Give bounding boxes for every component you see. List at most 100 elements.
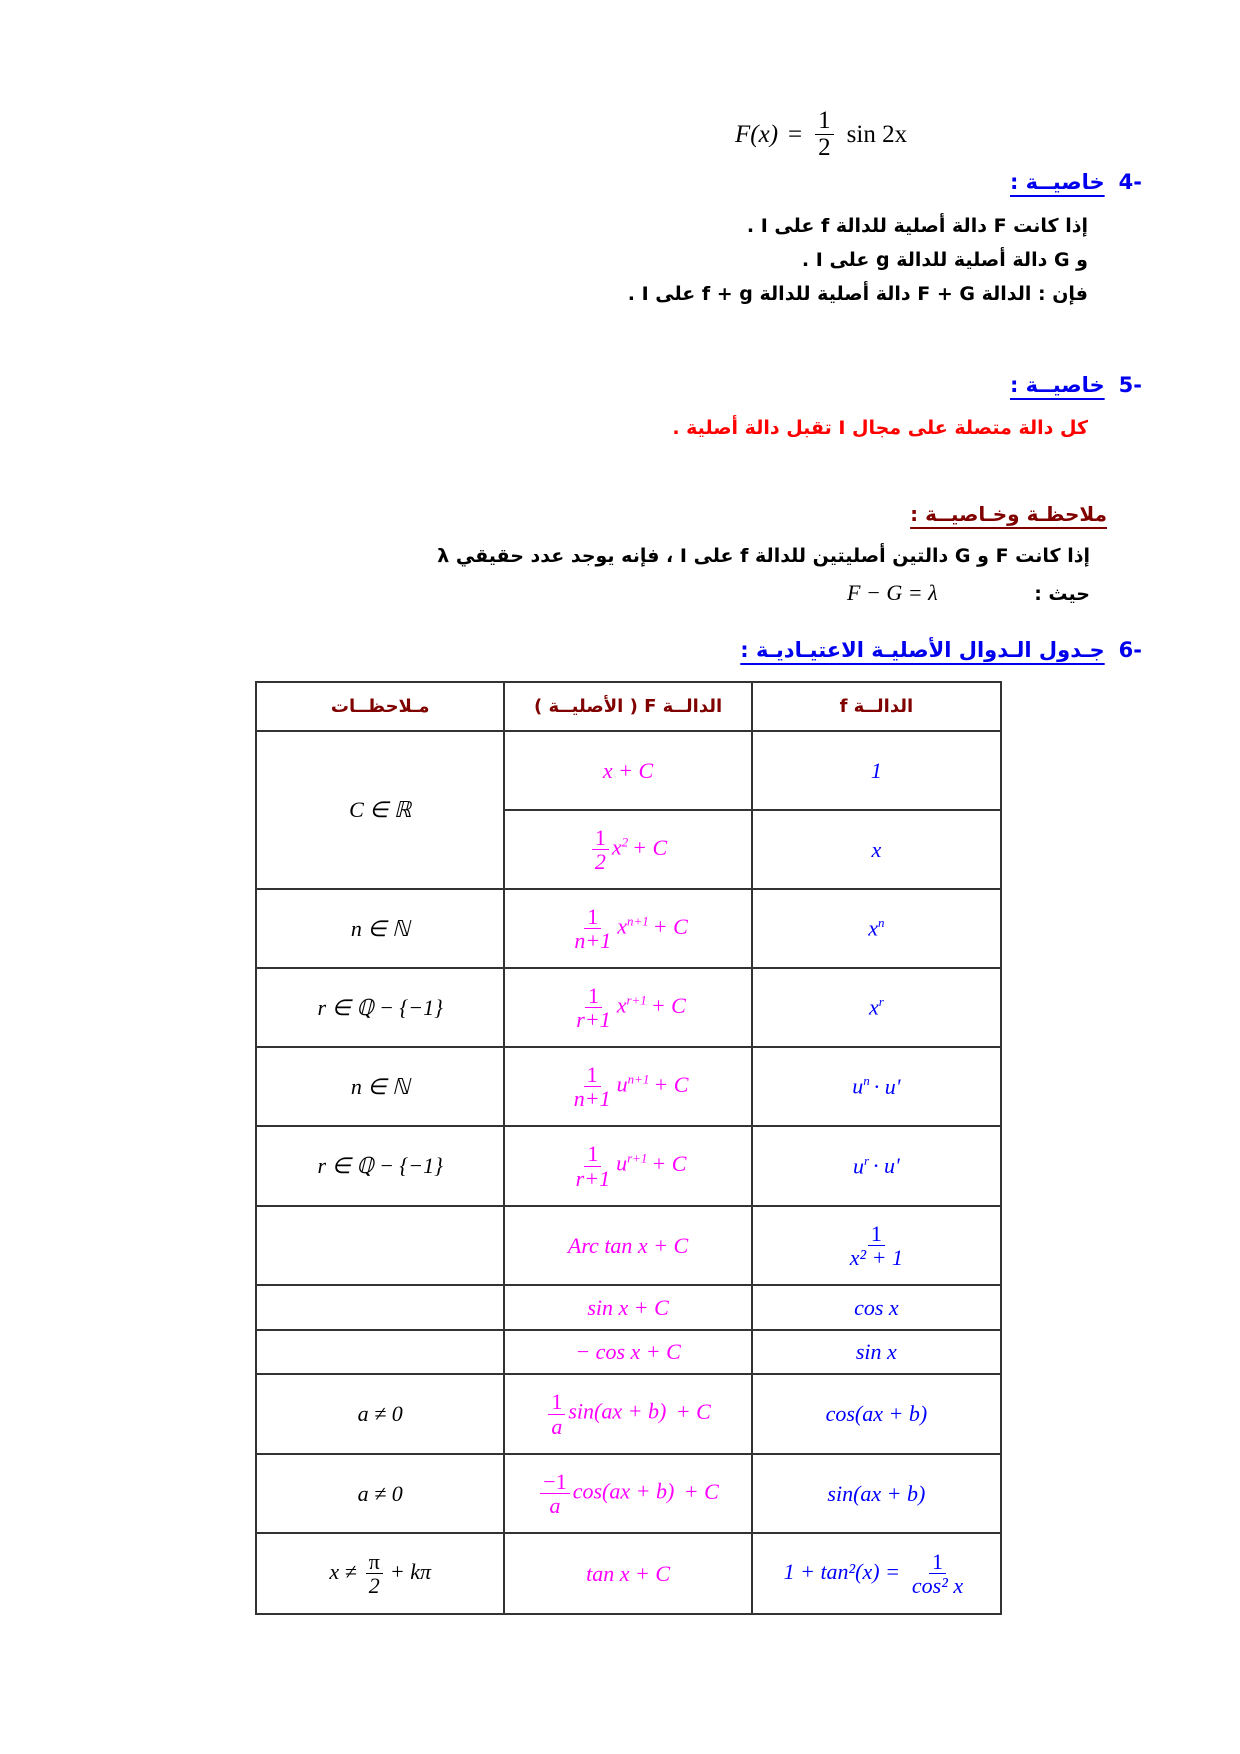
fraction-denominator: r+1	[576, 1007, 611, 1032]
fraction-denominator: cos² x	[911, 1573, 964, 1598]
formula-lhs: F(x)	[735, 120, 779, 148]
remark-equation: F − G = λ	[847, 580, 938, 605]
notes-cell: r ∈ ℚ − {−1}	[254, 967, 506, 1048]
section-5-statement: كل دالة متصلة على مجال I تقبل دالة أصلية…	[672, 417, 1088, 439]
table-row: C ∈ ℝ x + C 1	[254, 730, 1003, 890]
notes-cell: a ≠ 0	[254, 1453, 506, 1534]
cell-text: sin x + C	[587, 1294, 669, 1320]
fraction-numerator: −1	[540, 1470, 570, 1494]
antiderivative-cell: sin x + C	[503, 1284, 753, 1331]
cell-tail: + C	[650, 992, 686, 1018]
function-cell: ur · u'	[750, 1125, 1003, 1207]
cell-text: a ≠ 0	[357, 1480, 403, 1506]
table-row: sin x + C cos x	[254, 1284, 1003, 1331]
function-cell: cos x	[750, 1284, 1003, 1331]
cell-exponent: 2	[621, 834, 629, 850]
cell-text: n ∈ ℕ	[350, 915, 410, 941]
notes-cell: n ∈ ℕ	[254, 1046, 506, 1127]
cell-base: x	[611, 834, 622, 860]
section-title: جـدول الـدوال الأصليـة الاعتيـاديـة :	[740, 638, 1105, 662]
function-cell: sin x	[750, 1329, 1003, 1375]
fraction-numerator: 1	[584, 984, 602, 1008]
formula-fraction: 1 2	[815, 107, 834, 162]
section-4-line: فإن : الدالة F + G دالة أصلية للدالة f +…	[627, 283, 1088, 305]
cell-text: r ∈ ℚ − {−1}	[317, 1153, 443, 1178]
cell-text: tan x + C	[586, 1560, 671, 1586]
cell-text: sin x	[855, 1339, 897, 1364]
cell-base: u	[852, 1153, 864, 1179]
fraction-denominator: r+1	[575, 1165, 611, 1191]
cell-text: sin(ax + b)	[827, 1480, 926, 1506]
notes-cell: x ≠ π 2 + kπ	[254, 1532, 506, 1615]
fraction-numerator: 1	[584, 905, 602, 929]
remark-line-2: حيث : F − G = λ	[847, 580, 1090, 606]
fraction-numerator: 1	[584, 1142, 602, 1167]
function-cell: x	[750, 809, 1003, 890]
function-cell: 1 x² + 1	[750, 1205, 1003, 1286]
formula-numerator: 1	[815, 107, 834, 136]
cell-tail: + C	[678, 1478, 719, 1504]
notes-cell	[254, 1205, 506, 1286]
antiderivative-cell: x + C	[503, 730, 753, 811]
cell-base: u	[852, 1073, 864, 1099]
section-4-line: إذا كانت F دالة أصلية للدالة f على I .	[746, 215, 1088, 237]
section-title: خاصيــة :	[1009, 170, 1105, 194]
fraction-numerator: 1	[867, 1222, 885, 1246]
cell-fraction: 1 x² + 1	[847, 1222, 906, 1269]
cell-text: r ∈ ℚ − {−1}	[317, 994, 443, 1020]
cell-base: u	[616, 1071, 628, 1097]
section-6-heading: -6 جـدول الـدوال الأصليـة الاعتيـاديـة :	[740, 638, 1142, 662]
cell-tail: + C	[632, 834, 668, 860]
cell-fraction: −1 a	[540, 1470, 570, 1518]
antiderivative-cell: Arc tan x + C	[503, 1205, 753, 1286]
cell-text: cos(ax + b)	[825, 1401, 928, 1426]
table-row: a ≠ 0 1 a sin(ax + b) + C cos(ax + b)	[254, 1373, 1003, 1455]
function-cell: xr	[750, 967, 1003, 1048]
function-cell: xn	[750, 888, 1003, 969]
cell-exponent: n+1	[627, 1071, 650, 1087]
antiderivative-cell: −1 a cos(ax + b) + C	[503, 1453, 753, 1534]
cell-text: cos x	[854, 1294, 899, 1320]
cell-tail: + C	[651, 1151, 687, 1177]
cell-text: C ∈ ℝ	[349, 797, 412, 822]
cell-exponent: r	[878, 994, 884, 1010]
section-number: -4	[1118, 170, 1142, 194]
section-number: -6	[1118, 638, 1142, 662]
cell-exponent: r	[863, 1152, 870, 1168]
section-5-heading: -5 خاصيــة :	[1010, 373, 1142, 397]
fraction-numerator: 1	[591, 826, 609, 850]
fraction-denominator: 2	[368, 1573, 380, 1598]
cell-text: 1	[870, 757, 882, 783]
function-cell: sin(ax + b)	[750, 1453, 1003, 1534]
table-header-row: مـلاحظــات الدالــة F ( الأصليــة ) الدا…	[254, 681, 1003, 732]
header-antiderivative: الدالــة F ( الأصليــة )	[503, 681, 753, 732]
fraction-numerator: 1	[583, 1063, 601, 1087]
notes-cell: n ∈ ℕ	[254, 888, 506, 969]
antiderivative-cell: 1 r+1 ur+1 + C	[503, 1125, 753, 1207]
table-row: a ≠ 0 −1 a cos(ax + b) + C sin(ax + b)	[254, 1453, 1003, 1534]
notes-cell: C ∈ ℝ	[254, 730, 506, 890]
cell-text: n ∈ ℕ	[350, 1073, 410, 1099]
cell-exponent: n	[877, 915, 885, 931]
cell-base: x	[616, 992, 627, 1018]
notes-cell: r ∈ ℚ − {−1}	[254, 1125, 506, 1207]
cell-text: x + C	[602, 757, 654, 783]
antiderivative-cell: 1 2 x2 + C	[503, 809, 753, 890]
table-row: Arc tan x + C 1 x² + 1	[254, 1205, 1003, 1286]
section-title: خاصيــة :	[1009, 373, 1105, 397]
fraction-denominator: n+1	[573, 1086, 611, 1111]
function-cell: 1 + tan²(x) = 1 cos² x	[750, 1532, 1003, 1615]
antiderivatives-table: مـلاحظــات الدالــة F ( الأصليــة ) الدا…	[254, 681, 1003, 1615]
section-4-heading: -4 خاصيــة :	[1010, 170, 1142, 194]
cell-exponent: n+1	[626, 913, 649, 929]
fraction-denominator: a	[549, 1493, 561, 1518]
cell-base: x	[868, 915, 878, 941]
fraction-numerator: π	[365, 1550, 383, 1574]
cell-tail: + C	[670, 1399, 711, 1425]
formula-rhs: sin 2x	[846, 120, 908, 148]
